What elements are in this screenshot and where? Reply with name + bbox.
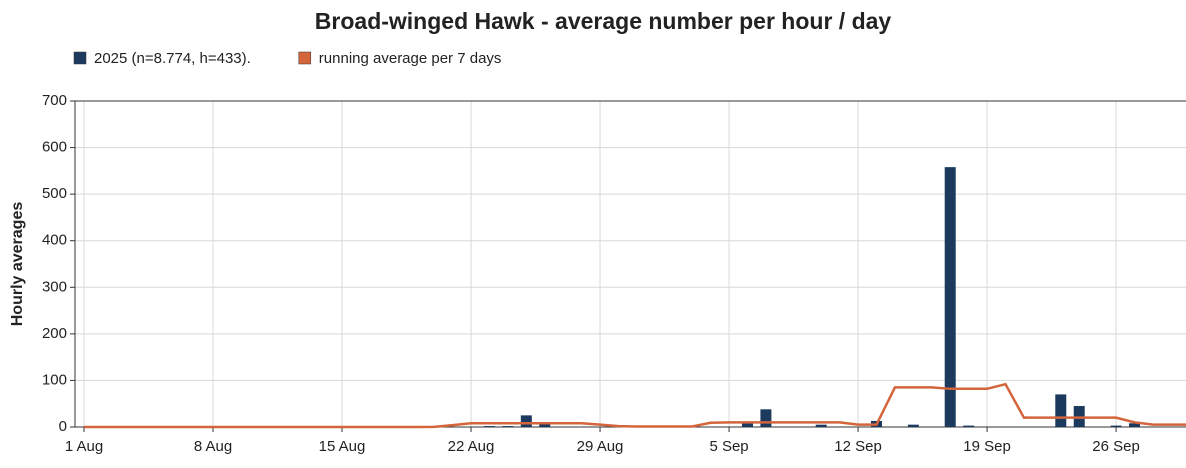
legend-label: 2025 (n=8.774, h=433). [94,50,251,67]
bar [483,426,495,427]
legend-label: running average per 7 days [319,50,502,67]
y-tick-label: 200 [42,325,67,342]
bar [502,426,514,427]
x-tick-label: 15 Aug [319,438,366,455]
y-tick-label: 300 [42,278,67,295]
running-average-line [84,382,1186,429]
x-tick-label: 12 Sep [834,438,882,455]
y-tick-label: 0 [59,418,67,435]
bar [944,167,956,428]
bar [1110,425,1122,427]
legend-swatch [73,51,87,65]
bar [1129,423,1141,427]
y-tick-label: 100 [42,371,67,388]
x-tick-label: 5 Sep [709,438,748,455]
bar [741,422,753,427]
bar [760,409,772,427]
y-tick-label: 700 [42,92,67,109]
y-tick-label: 500 [42,185,67,202]
y-tick-label: 400 [42,232,67,249]
x-tick-label: 29 Aug [577,438,624,455]
bar [907,424,919,427]
x-tick-label: 22 Aug [448,438,495,455]
bar [1055,394,1067,427]
legend-swatch [298,51,312,65]
y-axis-label: Hourly averages [9,202,26,327]
bar [520,415,532,427]
x-tick-label: 8 Aug [194,438,232,455]
x-tick-label: 19 Sep [963,438,1011,455]
x-tick-label: 26 Sep [1092,438,1140,455]
chart-title: Broad-winged Hawk - average number per h… [315,8,892,34]
x-tick-label: 1 Aug [65,438,103,455]
y-tick-label: 600 [42,139,67,156]
bar [815,424,827,427]
bar [963,425,975,427]
bar [539,423,551,427]
